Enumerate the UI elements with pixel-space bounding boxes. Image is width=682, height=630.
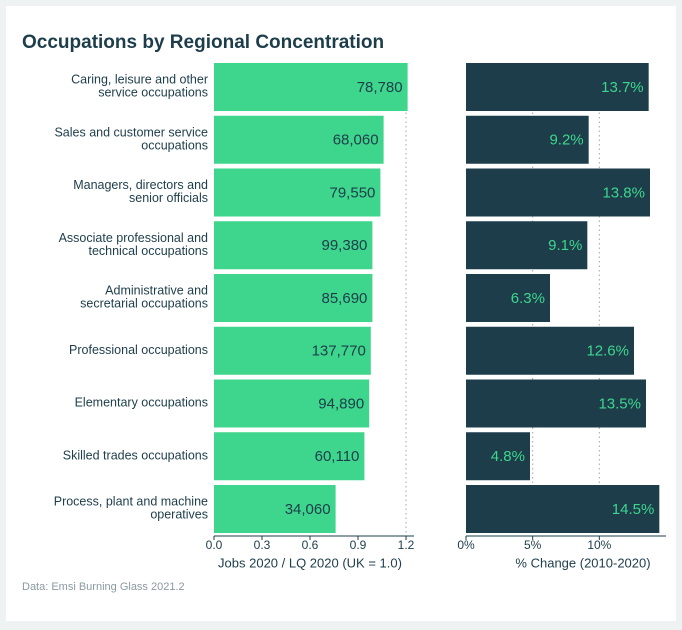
category-line: occupations <box>141 139 208 153</box>
bar-label: 79,550 <box>330 184 376 201</box>
x-axis-label: Jobs 2020 / LQ 2020 (UK = 1.0) <box>218 555 402 570</box>
bar <box>214 274 373 322</box>
source: Data: Emsi Burning Glass 2021.2 <box>22 581 185 593</box>
bar <box>214 379 370 428</box>
category-line: Associate professional and <box>59 231 208 245</box>
category-line: Administrative and <box>105 284 208 298</box>
chart-title: Occupations by Regional Concentration <box>22 32 384 53</box>
category-label: Professional occupations <box>69 343 208 357</box>
x-tick-label: 5% <box>524 538 542 552</box>
bar-label: 13.8% <box>602 184 645 201</box>
bar <box>214 485 336 533</box>
x-axis-label: % Change (2010-2020) <box>515 555 650 570</box>
bar-label: 34,060 <box>285 501 331 518</box>
x-tick-label: 0.3 <box>254 538 271 552</box>
category-label: Administrative and secretarial occupation… <box>80 284 208 311</box>
category-label: Process, plant and machine operatives <box>54 495 208 522</box>
bar-label: 99,380 <box>322 237 368 254</box>
bar-label: 13.5% <box>598 395 641 412</box>
bar-label: 12.6% <box>586 343 629 360</box>
bar-label: 4.8% <box>491 448 525 465</box>
bar-label: 9.2% <box>549 132 583 149</box>
bar-label: 94,890 <box>318 395 364 412</box>
category-line: Sales and customer service <box>54 126 208 140</box>
category-line: Skilled trades occupations <box>63 449 208 463</box>
x-tick-label: 0% <box>457 538 475 552</box>
category-label: Managers, directors and senior officials <box>73 178 208 205</box>
x-tick-label: 0.9 <box>350 538 367 552</box>
bar <box>214 326 371 375</box>
bar <box>466 432 530 481</box>
category-label: Associate professional and technical occu… <box>59 231 208 258</box>
bar <box>214 168 381 217</box>
category-line: Process, plant and machine <box>54 495 208 509</box>
bar <box>466 168 650 217</box>
bar <box>466 379 646 428</box>
category-label: Elementary occupations <box>75 396 208 410</box>
bar <box>214 432 365 481</box>
bar <box>466 326 634 375</box>
bar <box>466 63 649 111</box>
bar <box>214 115 384 164</box>
bar <box>466 485 660 533</box>
bar-label: 137,770 <box>312 343 366 360</box>
bar-label: 6.3% <box>511 290 545 307</box>
category-line: secretarial occupations <box>80 297 208 311</box>
bar <box>466 115 589 164</box>
bar-label: 9.1% <box>548 237 582 254</box>
bar-label: 13.7% <box>601 79 644 96</box>
bar <box>214 63 408 111</box>
category-line: service occupations <box>98 86 208 100</box>
category-label: Sales and customer service occupations <box>54 126 208 153</box>
bar-label: 60,110 <box>315 448 360 465</box>
category-line: senior officials <box>129 191 208 205</box>
x-tick-label: 1.2 <box>398 538 415 552</box>
x-tick-label: 0.6 <box>302 538 319 552</box>
category-line: operatives <box>150 508 208 522</box>
category-line: Professional occupations <box>69 343 208 357</box>
bar <box>214 221 373 270</box>
category-line: technical occupations <box>88 244 208 258</box>
category-line: Caring, leisure and other <box>71 73 208 87</box>
category-line: Elementary occupations <box>75 396 208 410</box>
bar-label: 14.5% <box>612 501 655 518</box>
bar <box>466 221 588 270</box>
category-label: Skilled trades occupations <box>63 449 208 463</box>
bar <box>466 274 550 322</box>
category-line: Managers, directors and <box>73 178 208 192</box>
bar-label: 68,060 <box>333 132 379 149</box>
bar-label: 85,690 <box>322 290 368 307</box>
bar-label: 78,780 <box>357 79 403 96</box>
category-label: Caring, leisure and other service occupat… <box>71 73 208 100</box>
x-tick-label: 10% <box>587 538 611 552</box>
x-tick-label: 0.0 <box>206 538 223 552</box>
